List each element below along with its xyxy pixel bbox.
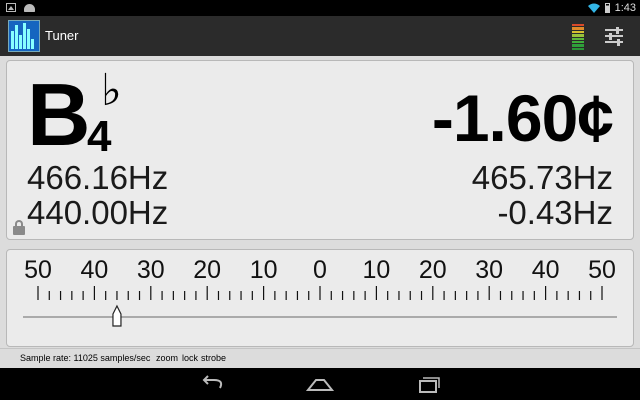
scale-label: 20 xyxy=(419,256,447,284)
scale-label: 10 xyxy=(250,256,278,284)
home-icon[interactable] xyxy=(302,372,338,396)
scale-label: 40 xyxy=(80,256,108,284)
note-display-panel: B ♭ 4 -1.60¢ 466.16Hz 440.00Hz 465.73Hz … xyxy=(6,60,634,240)
lock-icon[interactable] xyxy=(13,220,25,235)
app-title: Tuner xyxy=(45,28,79,43)
tuning-needle xyxy=(112,304,122,327)
action-bar: Tuner xyxy=(0,16,640,56)
scale-label: 40 xyxy=(532,256,560,284)
strobe-option[interactable]: strobe xyxy=(201,353,227,363)
frequency-difference: -0.43Hz xyxy=(497,194,613,231)
note-letter: B xyxy=(27,65,91,164)
level-segment xyxy=(572,34,584,37)
scale-label: 0 xyxy=(313,256,327,284)
signal-level-meter xyxy=(572,24,584,50)
main-content: B ♭ 4 -1.60¢ 466.16Hz 440.00Hz 465.73Hz … xyxy=(0,56,640,368)
scale-label: 30 xyxy=(137,256,165,284)
tuning-meter-panel: 50 40 30 20 10 0 10 20 30 40 50 xyxy=(6,249,634,347)
scale-label: 50 xyxy=(24,256,52,284)
detected-frequency: 466.16Hz xyxy=(27,159,169,196)
level-segment xyxy=(572,47,584,50)
recent-apps-icon[interactable] xyxy=(410,372,446,396)
level-segment xyxy=(572,44,584,47)
status-footer: Sample rate: 11025 samples/sec zoom lock… xyxy=(0,348,640,368)
wifi-icon xyxy=(587,3,600,13)
android-notification-icon xyxy=(24,4,35,12)
settings-sliders-icon[interactable] xyxy=(604,26,626,46)
back-icon[interactable] xyxy=(194,372,230,396)
cents-deviation: -1.60¢ xyxy=(431,81,614,155)
measured-frequency: 465.73Hz xyxy=(471,159,613,196)
sample-rate-text: Sample rate: 11025 samples/sec xyxy=(20,353,151,363)
level-segment xyxy=(572,37,584,40)
lock-option[interactable]: lock xyxy=(182,353,199,363)
status-bar: 1:43 xyxy=(0,0,640,16)
level-segment xyxy=(572,27,584,30)
level-segment xyxy=(572,40,584,44)
scale-label: 30 xyxy=(475,256,503,284)
scale-label: 20 xyxy=(193,256,221,284)
scale-label: 10 xyxy=(362,256,390,284)
reference-frequency: 440.00Hz xyxy=(27,194,169,231)
app-icon[interactable] xyxy=(8,20,40,52)
note-octave: 4 xyxy=(87,112,112,161)
status-time: 1:43 xyxy=(614,2,636,14)
level-segment xyxy=(572,30,584,34)
scale-label: 50 xyxy=(588,256,616,284)
navigation-bar xyxy=(0,368,640,400)
image-notification-icon xyxy=(6,2,16,12)
zoom-option[interactable]: zoom xyxy=(156,353,179,363)
battery-icon xyxy=(604,3,610,13)
note-accidental: ♭ xyxy=(101,65,122,116)
level-segment xyxy=(572,24,584,27)
tuning-scale: 50 40 30 20 10 0 10 20 30 40 50 xyxy=(23,256,617,327)
